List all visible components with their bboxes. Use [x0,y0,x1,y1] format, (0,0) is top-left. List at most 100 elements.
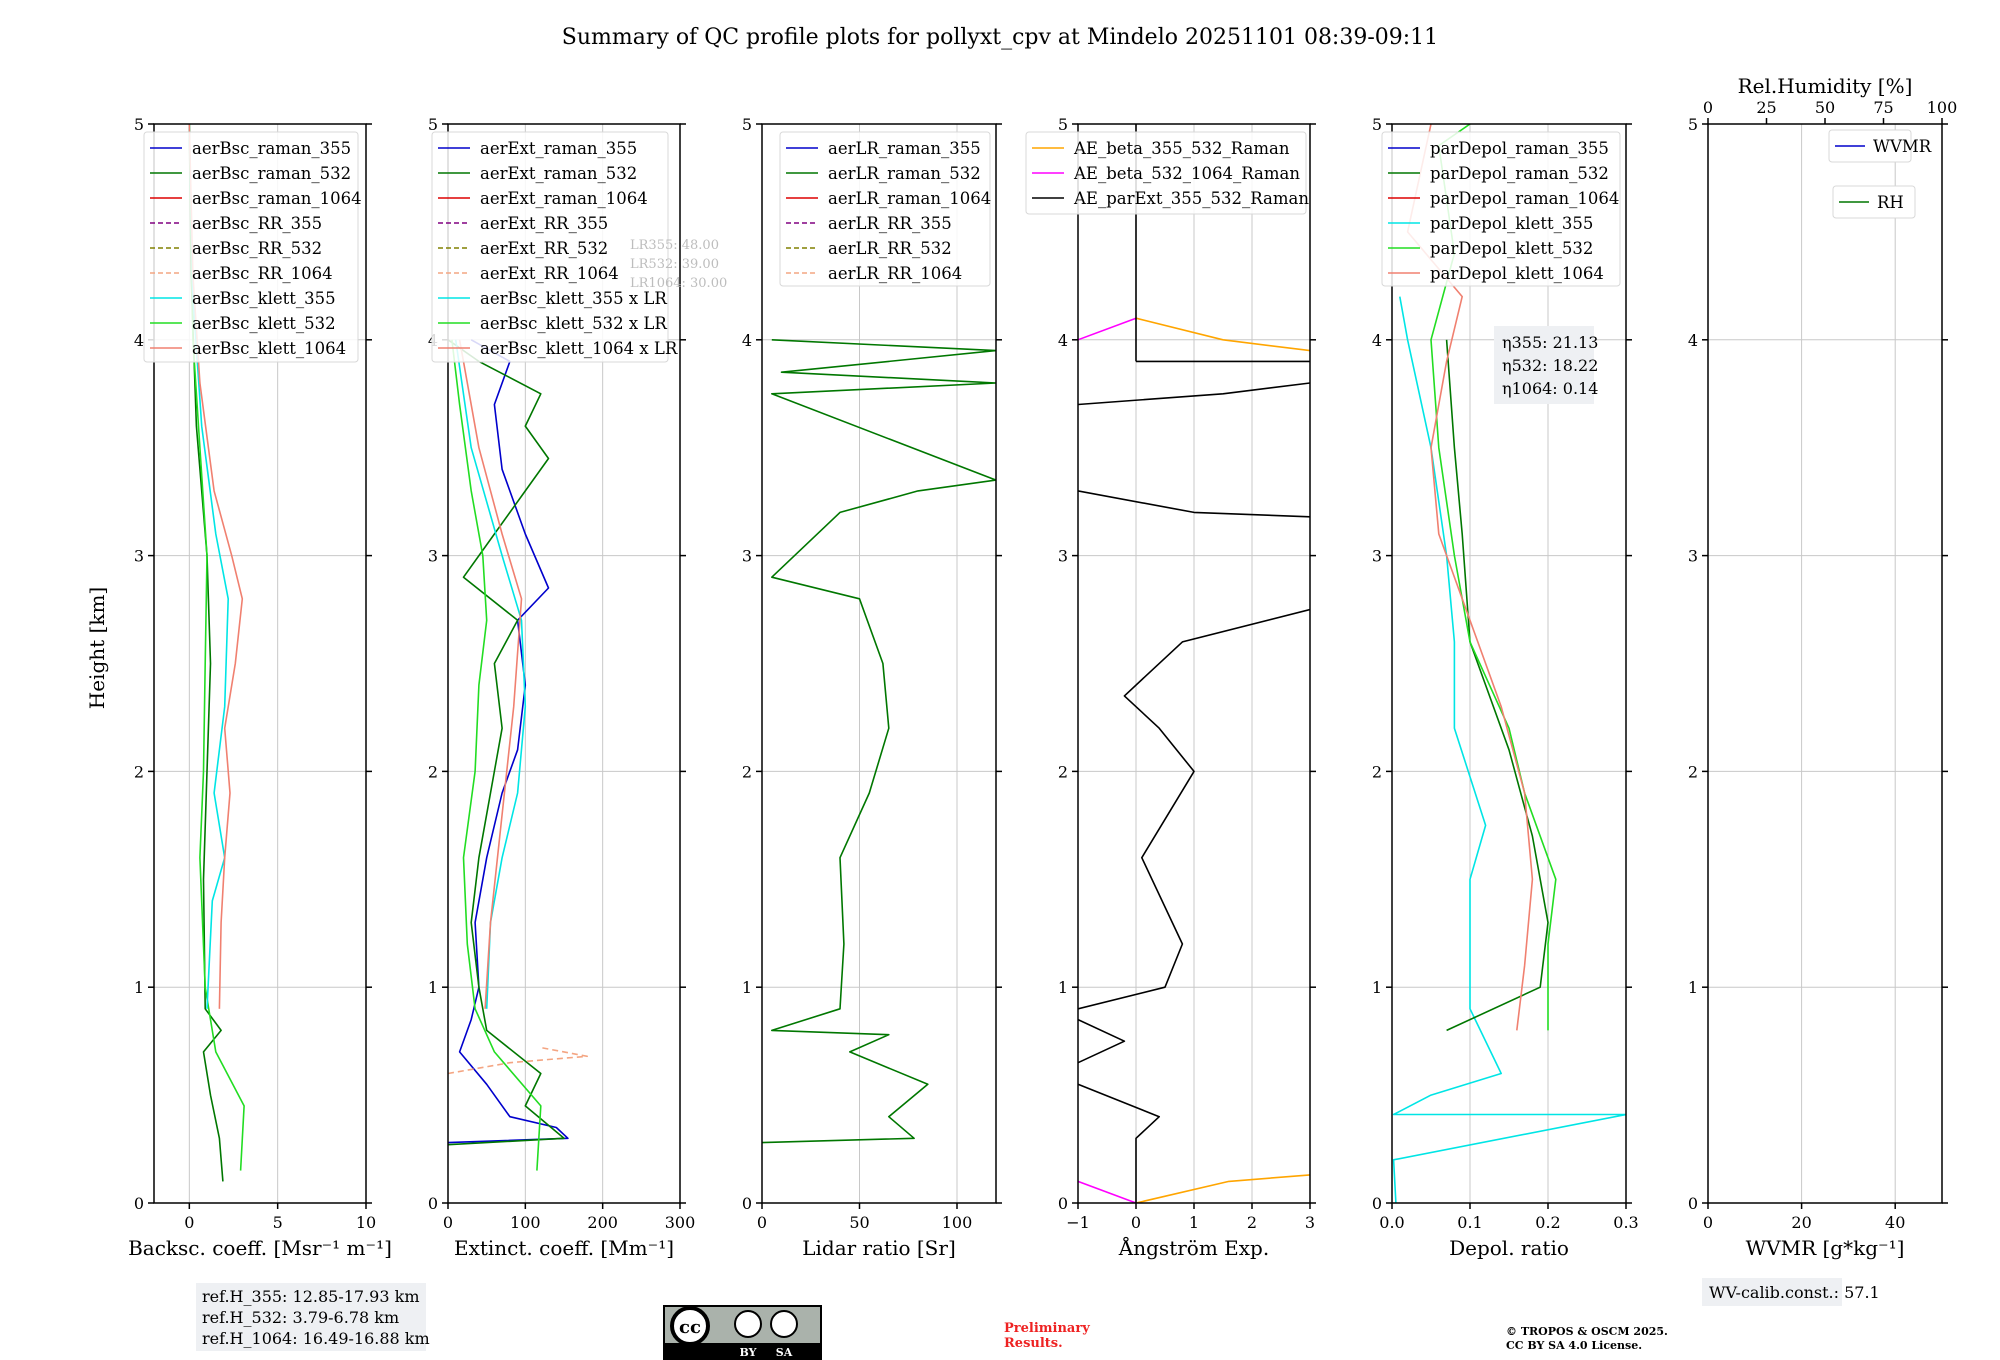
series-line-AE_parExt_355_532_Raman [1078,1083,1160,1203]
top-x-axis-label: Rel.Humidity [%] [1738,74,1913,98]
preliminary-line-1: Preliminary [1004,1321,1090,1336]
y-tick-label: 3 [1058,547,1068,566]
lr-label: LR1064: 30.00 [630,276,727,291]
eta-label: η355: 21.13 [1502,333,1598,352]
y-tick-label: 5 [1688,115,1698,134]
legend-label: aerLR_raman_1064 [828,189,991,208]
y-tick-label: 0 [134,1194,144,1213]
legend-label: aerExt_RR_1064 [480,264,619,283]
series-line-AE_parExt_355_532_Raman [1078,1018,1126,1064]
wv-calib-const: WV-calib.const.: 57.1 [1709,1283,1880,1302]
x-axis-label: Extinct. coeff. [Mm⁻¹] [454,1236,674,1260]
y-tick-label: 0 [1058,1194,1068,1213]
series-line-AE_parExt_355_532_Raman [1078,490,1310,518]
legend-label: aerExt_raman_355 [480,139,637,158]
y-tick-label: 3 [742,547,752,566]
legend-label: aerBsc_klett_355 x LR [480,289,667,308]
legend-label: aerBsc_klett_532 [192,314,336,333]
badge-by-label: BY [740,1346,757,1359]
y-axis-label: Height [km] [85,587,109,709]
series-group [1078,124,1310,1203]
y-tick-label: 2 [1372,762,1382,781]
y-tick-label: 1 [1372,978,1382,997]
wv-calib-box: WV-calib.const.: 57.1 [1702,1278,1880,1306]
legend-frame [1381,131,1621,287]
series-line-AE_parExt_355_532_Raman [1078,608,1310,1010]
legend-label: aerBsc_raman_532 [192,164,351,183]
axes-frame [1391,123,1627,1204]
legend-label: parDepol_klett_532 [1430,239,1593,258]
y-tick-label: 4 [1688,331,1698,350]
legend-label: aerBsc_klett_1064 [192,339,346,358]
x-tick-label: 0.2 [1535,1213,1560,1232]
legend-label: aerExt_raman_532 [480,164,637,183]
x-tick-label: 0 [443,1213,453,1232]
top-x-tick-label: 25 [1756,98,1776,117]
y-tick-label: 4 [742,331,752,350]
x-tick-label: 3 [1305,1213,1315,1232]
series-line-aerBsc_klett_355 x LR [454,339,527,1009]
axes-frame [761,123,997,1204]
series-line-AE_beta_355_532_Raman [1135,317,1310,352]
legend-label: aerBsc_klett_1064 x LR [480,339,678,358]
eta-box-frame [1494,326,1594,404]
legend: RH [1832,185,1916,219]
x-axis-label: Backsc. coeff. [Msr⁻¹ m⁻¹] [128,1236,392,1260]
axes-frame [1707,123,1943,1204]
series-line-AE_parExt_355_532_Raman [1078,382,1310,406]
legend-frame [431,131,669,363]
y-tick-label: 4 [1372,331,1382,350]
x-tick-label: 2 [1247,1213,1257,1232]
series-line-AE_beta_355_532_Raman [1135,1174,1310,1203]
panel-bsc: 0 1 2 3 4 5 0 5 10 Backsc. coeff. [Msr⁻¹ m⁻¹] aerB… [128,115,392,1260]
legend-label: parDepol_raman_532 [1430,164,1609,183]
ref-heights-box: ref.H_355: 12.85-17.93 km ref.H_532: 3.7… [196,1283,430,1351]
y-tick-label: 5 [134,115,144,134]
y-tick-label: 3 [1688,547,1698,566]
legend-label: aerBsc_raman_355 [192,139,351,158]
x-tick-label: 0.1 [1457,1213,1482,1232]
legend-label: AE_beta_532_1064_Raman [1073,164,1300,183]
ref-height-1064: ref.H_1064: 16.49-16.88 km [202,1329,430,1348]
panel-ext: 0123450100200300Extinct. coeff. [Mm⁻¹]ae… [428,115,727,1260]
legend-label: aerLR_raman_532 [828,164,981,183]
x-axis-label: Depol. ratio [1449,1236,1569,1260]
legend-frame [1832,185,1916,219]
series-line-aerLR_raman_532 [762,339,996,1144]
legend-label: aerBsc_RR_1064 [192,264,333,283]
legend: parDepol_raman_355 parDepol_raman_532 parD… [1381,131,1621,287]
legend-frame [1828,129,1912,163]
lr-label: LR532: 39.00 [630,257,719,272]
y-tick-label: 2 [1688,762,1698,781]
y-tick-label: 5 [1058,115,1068,134]
y-tick-label: 1 [428,978,438,997]
lr-label: LR355: 48.00 [630,238,719,253]
panel-depol: 0 1 2 3 4 5 0.0 0.1 0.2 0.3 Depol. ratio parDepol_r… [1372,115,1639,1260]
series-line-parDepol_raman_532 [1445,339,1549,1032]
legend-label: RH [1877,193,1904,212]
series-line-aerExt_raman_532 [448,339,565,1146]
axes-frame [153,123,367,1204]
y-tick-label: 1 [1688,978,1698,997]
top-x-tick-label: 0 [1703,98,1713,117]
legend-label: aerLR_RR_355 [828,214,952,233]
legend-label: aerExt_RR_355 [480,214,608,233]
eta-label: η532: 18.22 [1502,356,1598,375]
y-tick-label: 0 [742,1194,752,1213]
x-tick-label: 0 [757,1213,767,1232]
legend-label: aerLR_RR_1064 [828,264,962,283]
x-tick-label: 300 [665,1213,696,1232]
legend-frame [143,131,359,363]
legend-frame [1025,131,1307,215]
y-tick-label: 5 [428,115,438,134]
x-axis-label: Ångström Exp. [1118,1235,1269,1260]
legend-label: aerBsc_RR_532 [192,239,322,258]
legend-label: aerBsc_RR_355 [192,214,322,233]
y-tick-label: 2 [1058,762,1068,781]
preliminary-line-2: Results. [1004,1336,1063,1351]
legend-label: aerBsc_klett_355 [192,289,336,308]
legend-label: parDepol_raman_1064 [1430,189,1619,208]
top-x-tick-label: 75 [1873,98,1893,117]
